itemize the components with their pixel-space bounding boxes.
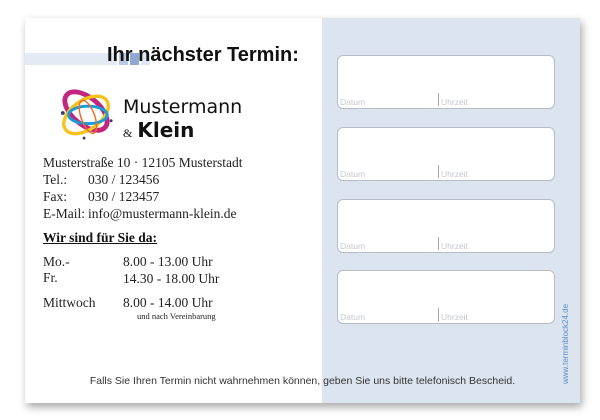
divider: [438, 237, 439, 250]
appointment-card: Ihr nächster Termin: Mustermann & Klein M…: [25, 18, 580, 403]
date-label: Datum: [340, 97, 366, 107]
street-address: Musterstraße 10 · 12105 Musterstadt: [43, 155, 243, 170]
divider: [438, 93, 439, 106]
decorative-squares: [25, 53, 152, 65]
date-label: Datum: [340, 241, 366, 251]
appointment-slot[interactable]: Datum Uhrzeit: [337, 55, 555, 109]
fax-label: Fax:: [43, 189, 68, 204]
brand-name-line1: Mustermann: [123, 96, 243, 118]
time-label: Uhrzeit: [441, 169, 468, 179]
fax-value: 030 / 123457: [88, 189, 160, 204]
appointment-slot[interactable]: Datum Uhrzeit: [337, 270, 555, 324]
hours-time: 14.30 - 18.00 Uhr: [123, 271, 220, 286]
tel-label: Tel.:: [43, 172, 68, 187]
time-label: Uhrzeit: [441, 312, 468, 322]
brand-name-line2: & Klein: [123, 118, 194, 142]
hours-time: 8.00 - 14.00 Uhr: [123, 295, 213, 310]
hours-note: und nach Vereinbarung: [137, 311, 216, 321]
hours-heading: Wir sind für Sie da:: [43, 230, 158, 245]
brand-ampersand: &: [123, 126, 133, 140]
date-label: Datum: [340, 169, 366, 179]
brand-name-klein: Klein: [137, 118, 195, 142]
divider: [438, 165, 439, 178]
card-title: Ihr nächster Termin:: [107, 44, 299, 66]
company-logo-icon: [60, 89, 113, 140]
hours-time: 8.00 - 13.00 Uhr: [123, 254, 213, 269]
time-label: Uhrzeit: [441, 97, 468, 107]
date-label: Datum: [340, 312, 366, 322]
hours-day: Mo.-Fr.: [43, 254, 70, 285]
website-url: www.terminblock24.de: [561, 303, 570, 384]
divider: [438, 308, 439, 321]
email-label: E-Mail:: [43, 206, 85, 221]
email-value: info@mustermann-klein.de: [88, 206, 237, 221]
appointment-slot[interactable]: Datum Uhrzeit: [337, 127, 555, 181]
footer-note: Falls Sie Ihren Termin nicht wahrnehmen …: [89, 375, 516, 387]
time-label: Uhrzeit: [441, 241, 468, 251]
tel-value: 030 / 123456: [88, 172, 160, 187]
address-block: Musterstraße 10 · 12105 Musterstadt Tel.…: [43, 154, 242, 222]
appointment-slot[interactable]: Datum Uhrzeit: [337, 199, 555, 253]
hours-day: Mittwoch: [43, 295, 96, 310]
